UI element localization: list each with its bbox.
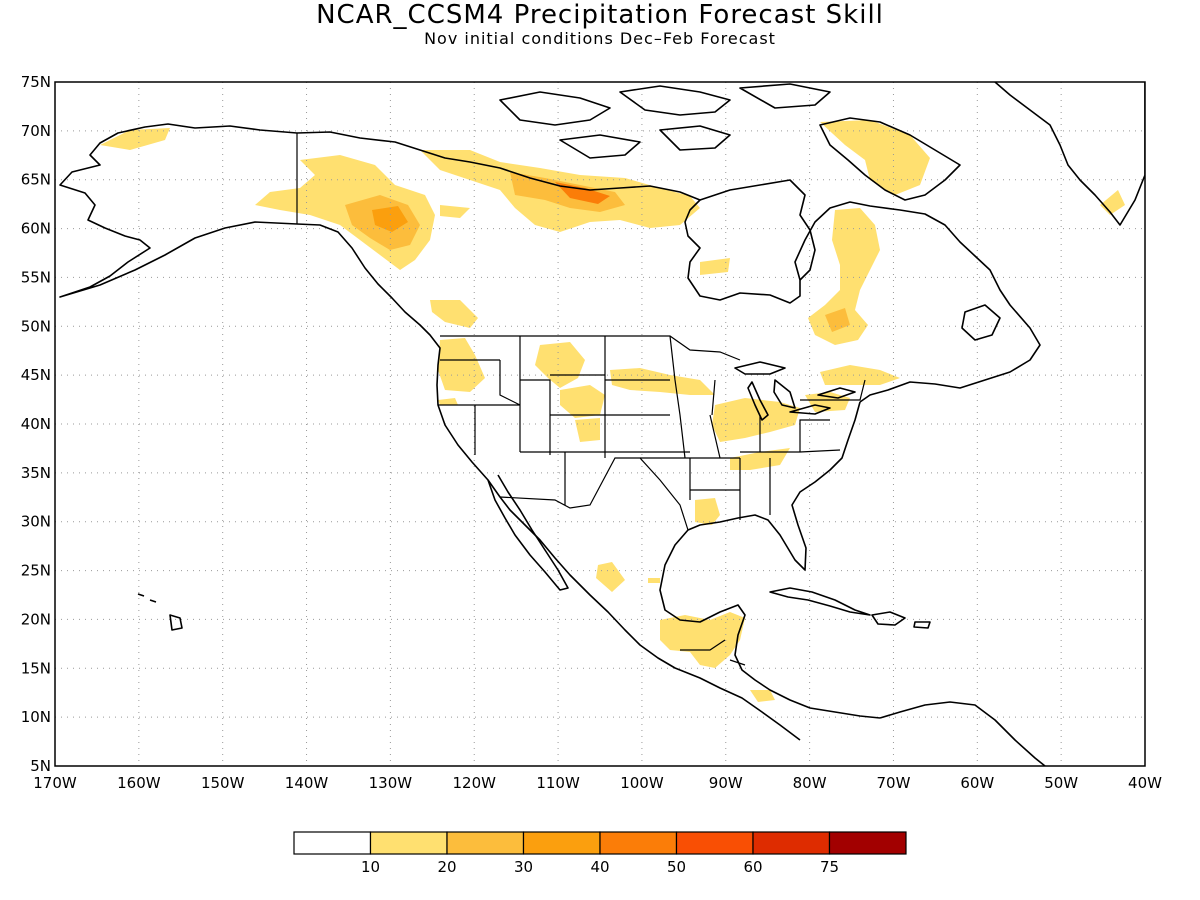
lon-tick-label: 150W xyxy=(201,774,245,792)
lat-tick-label: 5N xyxy=(30,757,51,775)
baja-coastline xyxy=(487,474,569,591)
map-title: NCAR_CCSM4 Precipitation Forecast Skill xyxy=(316,0,884,30)
map-frame xyxy=(54,81,1146,767)
alaska-coastline xyxy=(59,123,298,298)
color-legend: 10 20 30 40 50 60 75 xyxy=(293,831,907,876)
lat-tick-label: 65N xyxy=(21,171,51,189)
mexico-guatemala-border xyxy=(680,639,746,666)
canada-arctic-coastline xyxy=(296,131,1041,403)
legend-label: 50 xyxy=(667,858,686,876)
legend-swatch xyxy=(599,831,678,855)
skill-region-mexico-pacific xyxy=(596,562,660,592)
latitude-axis: 5N 10N 15N 20N 25N 30N 35N 40N 45N 50N 55N 60N 65N 70… xyxy=(21,73,51,775)
map-subtitle: Nov initial conditions Dec–Feb Forecast xyxy=(424,29,776,48)
legend-swatch xyxy=(369,831,448,855)
lat-tick-label: 20N xyxy=(21,610,51,628)
us-canada-border xyxy=(296,133,741,361)
pacific-coastline xyxy=(296,223,801,741)
skill-region-greenland-southwest xyxy=(1100,190,1125,215)
hudson-bay-coastline xyxy=(699,179,816,281)
legend-swatch xyxy=(675,831,754,855)
lon-tick-label: 90W xyxy=(709,774,743,792)
lat-tick-label: 40N xyxy=(21,415,51,433)
legend-label: 60 xyxy=(743,858,762,876)
legend-label: 10 xyxy=(361,858,380,876)
lat-tick-label: 15N xyxy=(21,659,51,677)
lat-tick-label: 50N xyxy=(21,317,51,335)
lat-tick-label: 60N xyxy=(21,220,51,238)
greenland-coastline xyxy=(994,82,1145,226)
baffin-island-coastline xyxy=(819,117,961,201)
great-lakes-coastline xyxy=(734,361,856,421)
skill-region-quebec-labrador-mid xyxy=(825,308,850,332)
legend-label: 30 xyxy=(514,858,533,876)
legend-swatch xyxy=(752,831,831,855)
political-borders xyxy=(296,133,866,666)
skill-region-pacific-northwest xyxy=(438,338,485,405)
lon-tick-label: 160W xyxy=(117,774,161,792)
skill-region-yukon-bc-coast xyxy=(255,155,478,328)
gridlines xyxy=(55,82,1145,766)
lon-tick-label: 60W xyxy=(960,774,994,792)
lat-tick-label: 75N xyxy=(21,73,51,91)
legend-label: 20 xyxy=(437,858,456,876)
lon-tick-label: 70W xyxy=(877,774,911,792)
lon-tick-label: 50W xyxy=(1044,774,1078,792)
lat-tick-label: 35N xyxy=(21,464,51,482)
lon-tick-label: 140W xyxy=(285,774,329,792)
skill-region-yucatan-guatemala xyxy=(660,612,775,702)
coastline-layer xyxy=(59,82,1145,766)
lon-tick-label: 100W xyxy=(620,774,664,792)
lat-tick-label: 30N xyxy=(21,513,51,531)
skill-region-alaska-north-slope xyxy=(100,128,170,150)
skill-shading-layer xyxy=(100,120,1125,702)
us-state-borders xyxy=(438,335,866,520)
cuba-coastline xyxy=(769,587,871,616)
arctic-islands-coastline xyxy=(499,83,831,159)
south-america-coastline xyxy=(879,701,1046,766)
lat-tick-label: 10N xyxy=(21,708,51,726)
legend-swatch xyxy=(828,831,907,855)
lat-tick-label: 55N xyxy=(21,268,51,286)
lon-tick-label: 120W xyxy=(452,774,496,792)
atlantic-gulf-coastline xyxy=(659,401,881,719)
lat-tick-label: 45N xyxy=(21,366,51,384)
us-mexico-border xyxy=(499,457,689,531)
lon-tick-label: 40W xyxy=(1128,774,1162,792)
hawaii-coastline xyxy=(137,593,183,631)
legend-label: 40 xyxy=(590,858,609,876)
legend-swatch xyxy=(293,831,372,855)
lon-tick-label: 130W xyxy=(369,774,413,792)
legend-label: 75 xyxy=(820,858,839,876)
legend-swatch xyxy=(522,831,601,855)
skill-region-yukon-bc-coast-core xyxy=(372,206,408,232)
lat-tick-label: 25N xyxy=(21,562,51,580)
lon-tick-label: 170W xyxy=(33,774,77,792)
lat-tick-label: 70N xyxy=(21,122,51,140)
lon-tick-label: 80W xyxy=(793,774,827,792)
hispaniola-coastline xyxy=(871,611,931,629)
legend-swatch xyxy=(446,831,525,855)
skill-region-northern-plains xyxy=(535,342,715,442)
skill-region-gulf-coast xyxy=(695,498,720,525)
longitude-axis: 170W 160W 150W 140W 130W 120W 110W 100W 90W 80W 70… xyxy=(33,774,1162,792)
skill-region-great-lakes-ohio xyxy=(712,365,900,470)
lon-tick-label: 110W xyxy=(536,774,580,792)
newfoundland-coastline xyxy=(961,304,1001,341)
skill-region-quebec-labrador xyxy=(700,120,930,345)
